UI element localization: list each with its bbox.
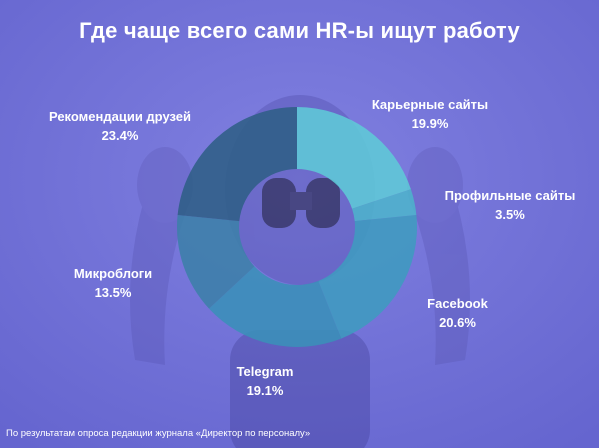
slice-label-career-sites: Карьерные сайты 19.9%: [355, 95, 505, 133]
slice-label-facebook: Facebook 20.6%: [400, 294, 515, 332]
donut-slice-microblogs: [177, 214, 255, 309]
slice-value-text: 3.5%: [495, 207, 525, 222]
donut-slice-telegram: [209, 266, 342, 347]
page-title: Где чаще всего сами HR-ы ищут работу: [79, 18, 520, 43]
slice-value-text: 19.9%: [411, 116, 449, 131]
slice-label-profile-sites: Профильные сайты 3.5%: [430, 186, 590, 224]
slice-value-text: 19.1%: [246, 383, 284, 398]
donut-slice-profile-sites: [352, 189, 417, 222]
donut-slice-facebook: [318, 214, 418, 339]
slice-label-telegram: Telegram 19.1%: [215, 362, 315, 400]
binoculars-icon: [262, 178, 340, 228]
slice-label-text: Профильные сайты: [444, 188, 576, 203]
slice-label-friends-recommendations: Рекомендации друзей 23.4%: [30, 107, 210, 145]
slice-value-text: 13.5%: [94, 285, 132, 300]
slice-label-text: Рекомендации друзей: [48, 109, 192, 124]
slice-label-microblogs: Микроблоги 13.5%: [63, 264, 163, 302]
slice-label-text: Микроблоги: [73, 266, 153, 281]
slice-label-text: Telegram: [236, 364, 294, 379]
slice-value-text: 23.4%: [101, 128, 139, 143]
source-footnote: По результатам опроса редакции журнала «…: [6, 428, 311, 439]
donut-slice-friends-recommendations: [177, 107, 297, 222]
donut-slice-career-sites: [297, 107, 411, 209]
slice-label-text: Карьерные сайты: [371, 97, 489, 112]
slice-value-text: 20.6%: [439, 315, 476, 330]
slice-label-text: Facebook: [427, 296, 488, 311]
